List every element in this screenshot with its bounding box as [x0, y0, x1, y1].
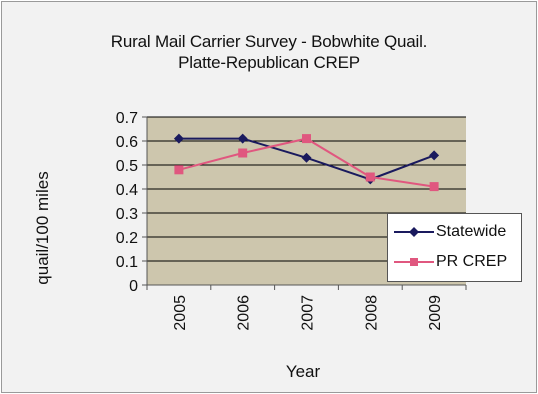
y-tick-label: 0.7 [116, 110, 138, 127]
data-point-pr-crep [302, 134, 311, 144]
x-axis-label: Year [285, 362, 321, 381]
y-axis-label: quail/100 miles [33, 171, 52, 285]
data-point-pr-crep [365, 172, 375, 182]
y-tick-label: 0.3 [116, 206, 138, 223]
tick-labels: 0 0.1 0.2 0.3 0.4 0.5 0.6 0.7 2005 2006 2007 2008 20… [116, 110, 444, 331]
y-tick-label: 0.1 [116, 254, 138, 271]
y-tick-label: 0 [129, 278, 138, 295]
y-tick-label: 0.5 [116, 158, 138, 175]
data-point-pr-crep [174, 165, 184, 175]
y-tick-label: 0.2 [116, 230, 138, 247]
legend-item-statewide: Statewide [388, 220, 523, 244]
x-tick-label: 2008 [363, 295, 380, 331]
x-tick-label: 2006 [236, 295, 253, 331]
chart-title: Rural Mail Carrier Survey - Bobwhite Qua… [110, 32, 428, 51]
legend-label-statewide: Statewide [436, 223, 507, 240]
x-tick-label: 2007 [300, 295, 317, 331]
data-point-statewide [237, 133, 248, 144]
x-tick-label: 2009 [427, 295, 444, 331]
legend-swatch-pr-crep [394, 258, 434, 266]
legend-item-pr-crep: PR CREP [388, 250, 523, 274]
data-point-statewide [301, 152, 312, 163]
series-group [173, 133, 440, 192]
axes [142, 116, 467, 290]
data-point-pr-crep [429, 182, 439, 192]
x-tick-label: 2005 [172, 295, 189, 331]
legend-label-pr-crep: PR CREP [436, 253, 508, 270]
data-point-statewide [173, 133, 184, 144]
data-point-statewide [429, 150, 440, 161]
legend: Statewide PR CREP [387, 213, 522, 282]
y-tick-label: 0.4 [116, 182, 138, 199]
chart-subtitle: Platte-Republican CREP [178, 53, 360, 72]
data-point-pr-crep [238, 148, 248, 158]
y-tick-label: 0.6 [116, 134, 138, 151]
legend-swatch-statewide [394, 227, 434, 237]
